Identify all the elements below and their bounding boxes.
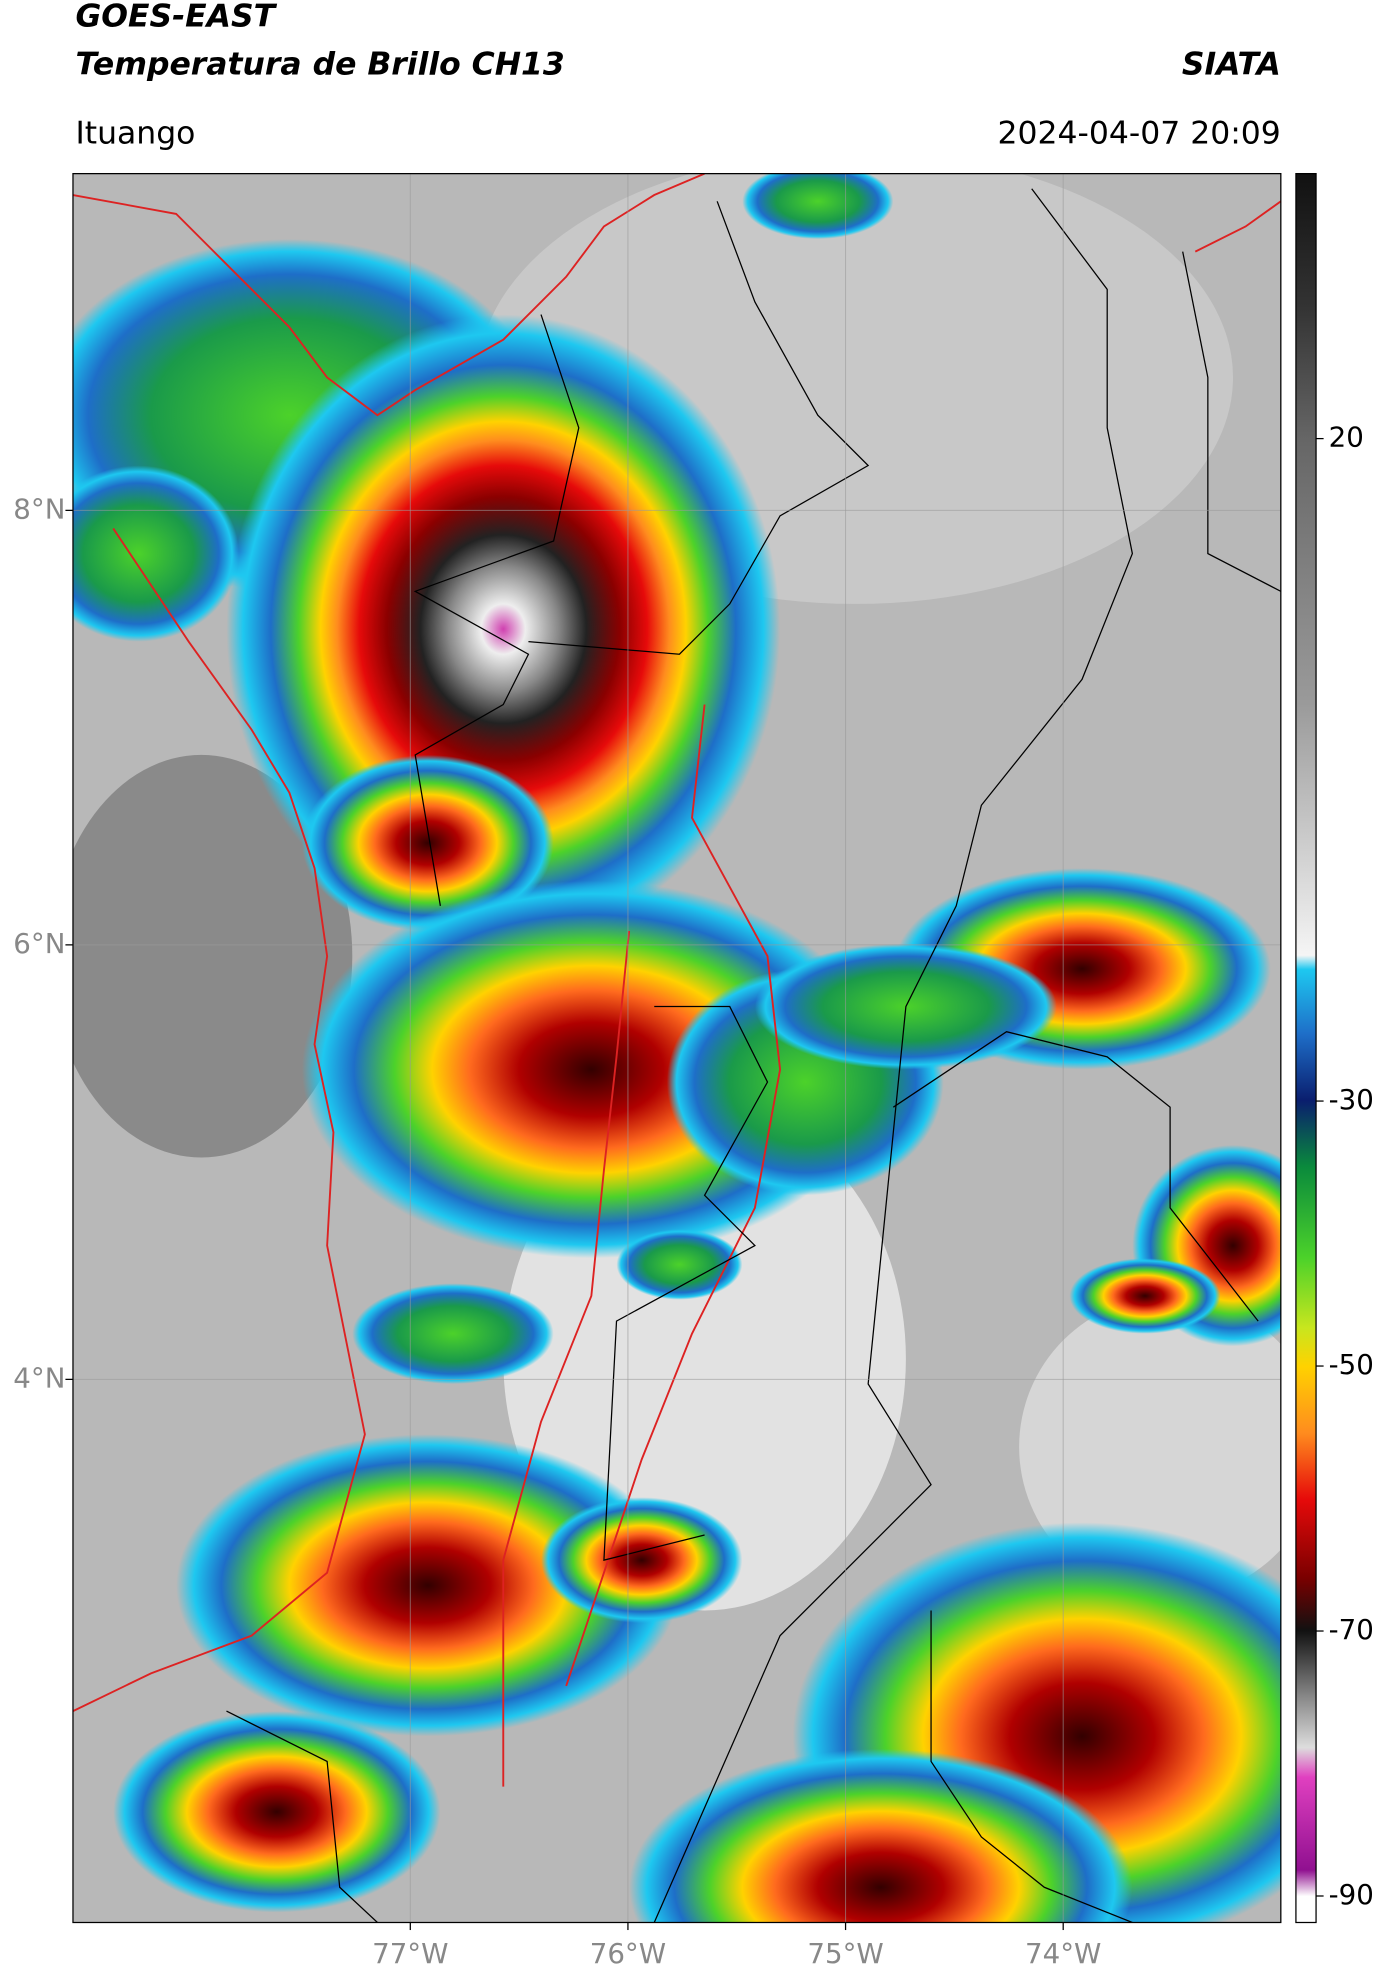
colorbar-tick-label: 20 — [1329, 421, 1364, 454]
colorbar-tick-label: -90 — [1329, 1878, 1374, 1911]
colorbar — [1295, 172, 1317, 1924]
y-tick-label: 8°N — [13, 492, 65, 525]
x-tick-label: 76°W — [590, 1937, 666, 1970]
title: GOES-EAST — [75, 0, 277, 35]
subtitle: Temperatura de Brillo CH13 — [75, 46, 564, 82]
colorbar-tick-label: -30 — [1329, 1083, 1374, 1116]
location: Ituango — [75, 116, 195, 152]
x-tick-label: 75°W — [807, 1937, 883, 1970]
x-tick-label: 74°W — [1025, 1937, 1101, 1970]
satellite-image — [72, 173, 1281, 1923]
colorbar-tick-label: -50 — [1329, 1348, 1374, 1381]
y-tick-label: 6°N — [13, 927, 65, 960]
datetime: 2024-04-07 20:09 — [998, 116, 1281, 152]
colorbar-tick-label: -70 — [1329, 1613, 1374, 1646]
y-tick-label: 4°N — [13, 1361, 65, 1394]
x-tick-label: 77°W — [372, 1937, 448, 1970]
map-frame — [72, 172, 1282, 1924]
source: SIATA — [1182, 46, 1281, 82]
